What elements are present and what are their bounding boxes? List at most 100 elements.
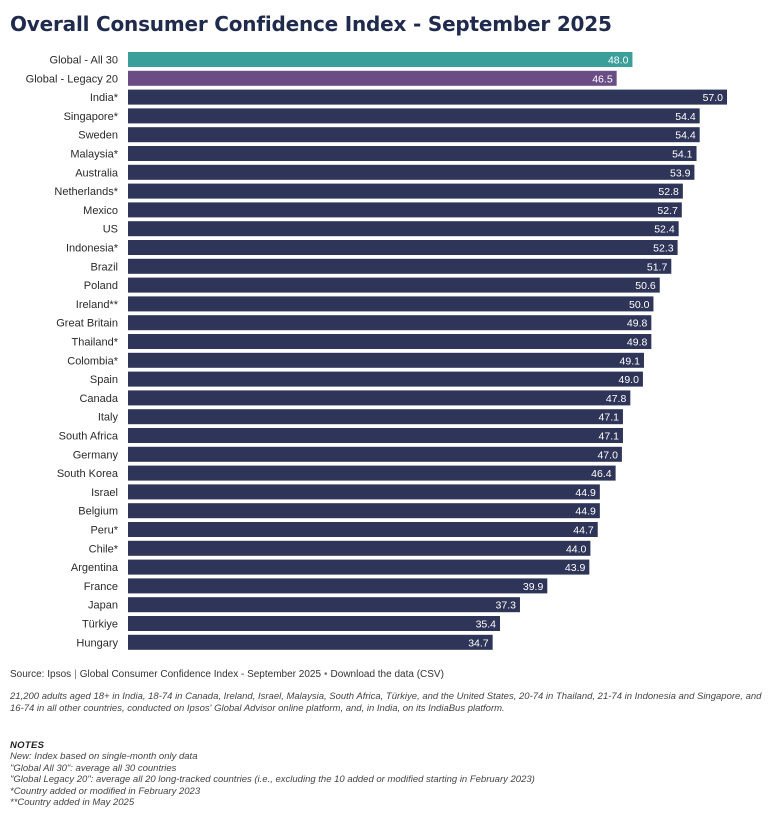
value-label: 52.8 [658, 186, 679, 198]
bar [128, 503, 600, 519]
category-label: Belgium [78, 506, 118, 518]
category-label: Australia [75, 167, 119, 179]
category-label: Netherlands* [54, 186, 118, 198]
bar [128, 202, 682, 218]
category-label: Argentina [71, 562, 119, 574]
bar [128, 484, 600, 500]
category-label: Colombia* [67, 355, 118, 367]
note-line: *Country added or modified in February 2… [10, 785, 201, 797]
note-line: "Global Legacy 20": average all 20 long-… [10, 774, 535, 786]
value-label: 44.9 [575, 487, 596, 499]
bar [128, 70, 617, 86]
download-data-link[interactable]: Download the data (CSV) [330, 669, 444, 680]
source-separator: | [74, 669, 77, 680]
value-label: 57.0 [703, 92, 724, 104]
bar [128, 428, 623, 443]
bar [128, 334, 652, 349]
category-label: Israel [91, 487, 118, 499]
value-label: 54.4 [675, 111, 696, 123]
bar [128, 597, 520, 613]
category-label: Ireland** [76, 299, 119, 311]
value-label: 49.1 [620, 355, 641, 367]
value-label: 47.1 [599, 412, 620, 424]
bar [128, 296, 654, 312]
value-label: 47.8 [606, 393, 627, 405]
category-label: Poland [84, 280, 118, 292]
bar [128, 108, 700, 124]
note-line: **Country added in May 2025 [10, 797, 135, 809]
notes-block: NOTES New: Index based on single-month o… [10, 740, 765, 808]
value-label: 52.7 [657, 205, 678, 217]
bar [128, 315, 652, 331]
value-label: 54.4 [675, 130, 696, 142]
value-label: 34.7 [468, 637, 489, 649]
source-prefix: Source: Ipsos [10, 669, 72, 680]
value-label: 43.9 [565, 562, 586, 574]
bar [128, 352, 644, 368]
category-label: Malaysia* [70, 149, 118, 161]
value-label: 53.9 [670, 167, 691, 179]
category-label: Germany [73, 449, 119, 461]
bar [128, 221, 679, 237]
category-label: South Korea [57, 468, 119, 480]
category-label: Peru* [90, 525, 118, 537]
bar [128, 277, 660, 293]
bar [128, 240, 678, 255]
bar [128, 616, 501, 631]
bullet-separator: • [324, 669, 328, 680]
category-label: Türkiye [82, 619, 118, 631]
value-label: 50.6 [635, 280, 656, 292]
category-label: Sweden [78, 130, 118, 142]
category-label: Mexico [83, 205, 118, 217]
bar [128, 146, 697, 161]
value-label: 52.3 [653, 243, 674, 255]
value-label: 51.7 [647, 261, 668, 273]
source-line: Source: Ipsos | Global Consumer Confidence… [10, 669, 444, 680]
methodology-note: 21,200 adults aged 18+ in India, 18-74 i… [10, 691, 762, 714]
bar [128, 164, 695, 180]
category-label: France [84, 581, 118, 593]
category-label: Indonesia* [66, 243, 119, 255]
value-label: 46.4 [591, 468, 612, 480]
bar-chart: Global - All 30 48.0 Global - Legacy 20 46.… [26, 52, 727, 650]
value-label: 39.9 [523, 581, 544, 593]
value-label: 44.9 [575, 506, 596, 518]
category-label: India* [90, 92, 119, 104]
value-label: 46.5 [592, 73, 613, 85]
bar [128, 578, 548, 594]
bar [128, 127, 700, 143]
value-label: 37.3 [496, 600, 517, 612]
category-label: Japan [88, 600, 118, 612]
bar [128, 522, 598, 537]
category-label: Thailand* [72, 337, 119, 349]
value-label: 35.4 [476, 619, 497, 631]
bar [128, 89, 727, 105]
value-label: 48.0 [608, 55, 629, 67]
chart-title: Overall Consumer Confidence Index - Sept… [10, 12, 612, 36]
value-label: 44.0 [566, 543, 587, 555]
value-label: 47.1 [599, 431, 620, 443]
bar [128, 409, 623, 425]
bar [128, 634, 493, 650]
category-label: Canada [79, 393, 118, 405]
category-label: Great Britain [56, 318, 118, 330]
bar [128, 390, 631, 406]
value-label: 44.7 [573, 525, 594, 537]
category-label: Global - Legacy 20 [26, 73, 118, 85]
category-label: Hungary [76, 637, 118, 649]
category-label: Chile* [89, 543, 119, 555]
category-label: US [103, 224, 118, 236]
bar [128, 465, 616, 481]
source-title: Global Consumer Confidence Index - Septe… [79, 669, 322, 680]
bar [128, 446, 622, 462]
category-label: Italy [98, 412, 119, 424]
bar [128, 52, 633, 67]
value-label: 49.8 [627, 337, 648, 349]
category-label: Spain [90, 374, 118, 386]
category-label: Global - All 30 [50, 55, 118, 67]
bar [128, 559, 590, 575]
bar [128, 183, 683, 199]
bar [128, 540, 591, 556]
bar [128, 258, 672, 274]
notes-heading: NOTES [10, 740, 45, 751]
